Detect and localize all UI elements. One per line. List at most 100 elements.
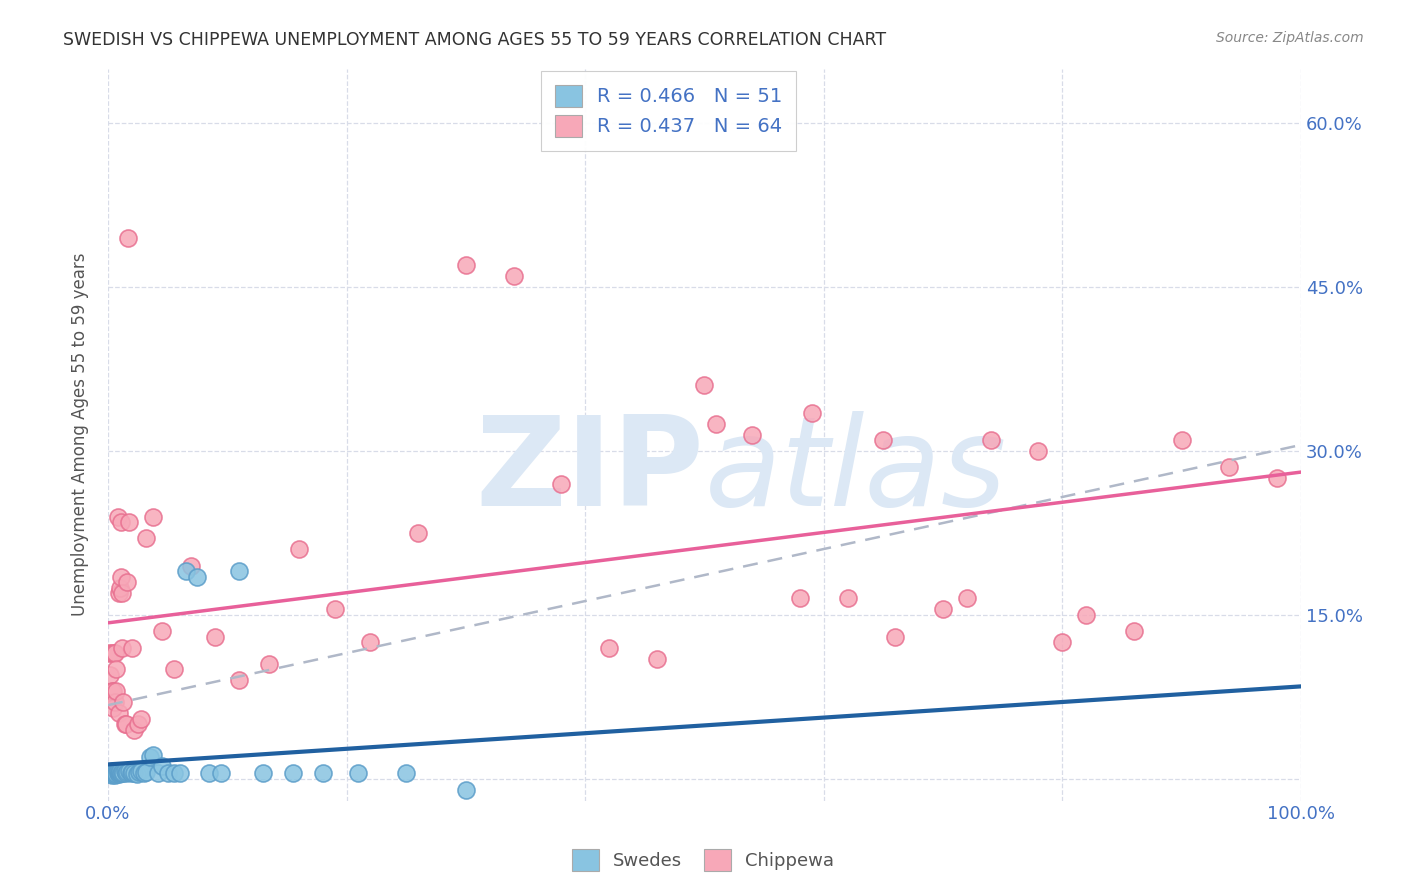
Point: [117, 231, 139, 245]
Point: [932, 602, 955, 616]
Point: [288, 542, 311, 557]
Point: [104, 768, 127, 782]
Point: [150, 758, 173, 772]
Point: [135, 765, 157, 780]
Point: [186, 569, 208, 583]
Point: [162, 663, 184, 677]
Point: [741, 427, 763, 442]
Point: [139, 750, 162, 764]
Point: [118, 515, 141, 529]
Point: [1052, 635, 1074, 649]
Point: [406, 525, 429, 540]
Point: [180, 558, 202, 573]
Legend: R = 0.466   N = 51, R = 0.437   N = 64: R = 0.466 N = 51, R = 0.437 N = 64: [541, 71, 796, 151]
Point: [111, 640, 134, 655]
Point: [108, 581, 131, 595]
Point: [111, 586, 134, 600]
Point: [120, 766, 142, 780]
Point: [693, 378, 716, 392]
Point: [105, 684, 128, 698]
Point: [131, 764, 153, 778]
Point: [257, 657, 280, 671]
Point: [100, 767, 122, 781]
Point: [104, 695, 127, 709]
Point: [107, 765, 129, 780]
Point: [872, 433, 894, 447]
Point: [198, 766, 221, 780]
Point: [100, 765, 122, 780]
Text: atlas: atlas: [704, 410, 1007, 532]
Point: [107, 766, 129, 780]
Point: [115, 575, 138, 590]
Point: [706, 417, 728, 431]
Point: [135, 532, 157, 546]
Point: [395, 766, 418, 780]
Point: [146, 766, 169, 780]
Point: [281, 766, 304, 780]
Point: [252, 766, 274, 780]
Point: [108, 766, 131, 780]
Point: [103, 767, 125, 781]
Point: [169, 766, 191, 780]
Point: [114, 764, 136, 778]
Point: [115, 765, 138, 780]
Point: [502, 269, 524, 284]
Point: [837, 591, 859, 606]
Point: [107, 706, 129, 721]
Point: [110, 766, 132, 780]
Point: [980, 433, 1002, 447]
Point: [454, 258, 477, 272]
Point: [128, 765, 150, 780]
Point: [105, 767, 128, 781]
Point: [1028, 444, 1050, 458]
Point: [101, 700, 124, 714]
Text: Source: ZipAtlas.com: Source: ZipAtlas.com: [1216, 31, 1364, 45]
Point: [107, 509, 129, 524]
Point: [598, 640, 620, 655]
Point: [312, 766, 335, 780]
Point: [100, 668, 122, 682]
Point: [789, 591, 811, 606]
Point: [1218, 460, 1240, 475]
Point: [209, 766, 232, 780]
Point: [101, 764, 124, 778]
Point: [142, 747, 165, 762]
Point: [104, 646, 127, 660]
Point: [110, 515, 132, 529]
Text: SWEDISH VS CHIPPEWA UNEMPLOYMENT AMONG AGES 55 TO 59 YEARS CORRELATION CHART: SWEDISH VS CHIPPEWA UNEMPLOYMENT AMONG A…: [63, 31, 886, 49]
Point: [125, 767, 148, 781]
Point: [156, 766, 179, 780]
Point: [132, 766, 155, 780]
Point: [122, 723, 145, 737]
Point: [107, 586, 129, 600]
Point: [112, 695, 135, 709]
Point: [454, 782, 477, 797]
Point: [115, 766, 138, 780]
Point: [108, 764, 131, 778]
Point: [121, 765, 143, 780]
Point: [115, 717, 138, 731]
Point: [118, 764, 141, 778]
Point: [884, 630, 907, 644]
Point: [103, 646, 125, 660]
Text: ZIP: ZIP: [475, 410, 704, 532]
Point: [101, 766, 124, 780]
Point: [103, 765, 125, 780]
Point: [142, 509, 165, 524]
Point: [105, 765, 128, 780]
Point: [228, 673, 250, 688]
Point: [100, 768, 122, 782]
Point: [956, 591, 979, 606]
Legend: Swedes, Chippewa: Swedes, Chippewa: [564, 842, 842, 879]
Point: [347, 766, 370, 780]
Point: [100, 684, 122, 698]
Point: [112, 766, 135, 780]
Point: [359, 635, 381, 649]
Point: [101, 684, 124, 698]
Point: [104, 766, 127, 780]
Point: [800, 406, 823, 420]
Point: [98, 646, 121, 660]
Point: [645, 651, 668, 665]
Point: [131, 712, 153, 726]
Point: [121, 640, 143, 655]
